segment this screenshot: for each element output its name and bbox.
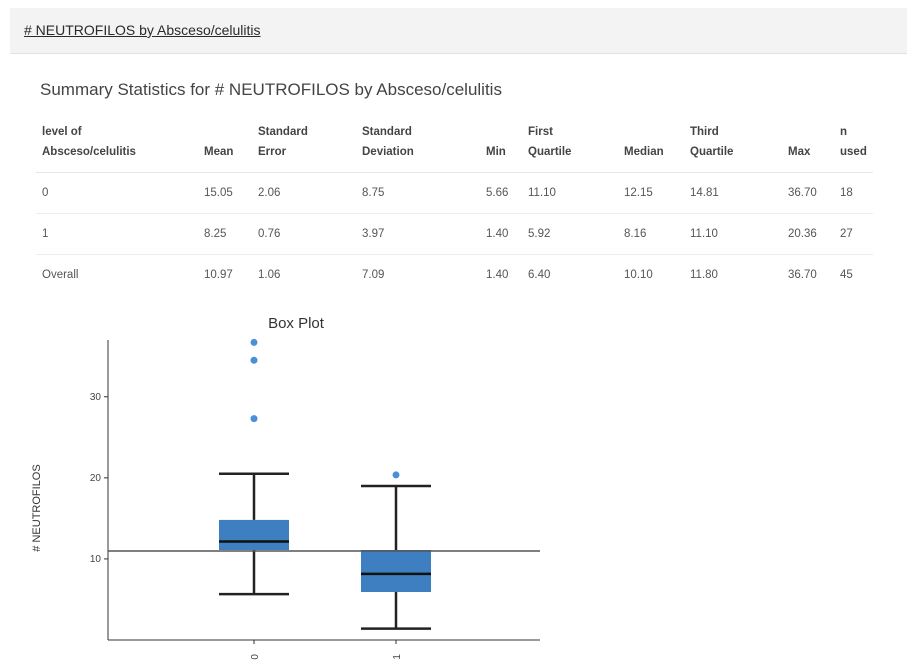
table-cell: 8.75 — [356, 172, 480, 214]
table-cell: 1 — [36, 213, 198, 255]
table-cell: 0 — [36, 172, 198, 214]
table-cell: 1.06 — [258, 269, 281, 281]
table-cell: 8.25 — [198, 213, 252, 255]
table-cell: 1.40 — [480, 213, 522, 255]
table-cell: 36.70 — [782, 172, 834, 214]
table-cell: 27 — [834, 213, 873, 255]
x-tick-label: 0 — [250, 654, 261, 660]
column-header: Standard Deviation — [356, 116, 480, 173]
table-cell: 11.10 — [522, 172, 618, 214]
box — [361, 550, 431, 592]
y-axis-label: # NEUTROFILOS — [31, 464, 43, 551]
column-header: Third Quartile — [684, 116, 782, 173]
table-cell: 5.66 — [480, 172, 522, 214]
column-header: Median — [618, 116, 684, 173]
table-cell: 6.40 — [528, 269, 551, 281]
panel-title-link[interactable]: # NEUTROFILOS by Absceso/celulitis — [24, 22, 261, 38]
outlier-point — [250, 338, 258, 346]
table-cell: 5.92 — [522, 213, 618, 255]
table-cell: 14.81 — [684, 172, 782, 214]
table-cell: Overall — [42, 269, 79, 281]
table-cell: 10.10 — [624, 269, 653, 281]
column-header: Standard Error — [252, 116, 356, 173]
table-cell: 3.97 — [356, 213, 480, 255]
column-header: First Quartile — [522, 116, 618, 173]
outlier-point — [392, 471, 400, 479]
column-header: Min — [480, 116, 522, 173]
table-cell: 11.80 — [690, 269, 718, 281]
table-cell: 1.40 — [486, 269, 509, 281]
table-cell: 36.70 — [788, 269, 817, 281]
panel-header: # NEUTROFILOS by Absceso/celulitis — [10, 8, 907, 54]
column-header: n used — [834, 116, 873, 173]
table-row: 1 8.25 0.76 3.97 1.40 5.92 8.16 11.10 20… — [36, 213, 873, 255]
table-cell: 0.76 — [252, 213, 356, 255]
table-cell: 11.10 — [684, 213, 782, 255]
plot-area: 10 20 30 0 1 — [90, 338, 540, 660]
outlier-point — [250, 415, 258, 423]
table-cell: 2.06 — [252, 172, 356, 214]
table-cell: 10.97 — [204, 269, 233, 281]
y-tick-label: 20 — [90, 473, 102, 484]
y-tick-label: 30 — [90, 392, 102, 403]
table-cell: 15.05 — [198, 172, 252, 214]
summary-statistics-table: level of Absceso/celulitis Mean Standard E… — [36, 116, 873, 295]
table-cell: 8.16 — [618, 213, 684, 255]
column-header: Max — [782, 116, 834, 173]
outlier-point — [250, 356, 258, 364]
box-plot-chart: Box Plot # NEUTROFILOS 10 20 30 0 1 — [31, 315, 540, 660]
y-tick-label: 10 — [90, 554, 102, 565]
table-cell: 20.36 — [782, 213, 834, 255]
box — [219, 519, 289, 550]
table-cell: 18 — [834, 172, 873, 214]
summary-title: Summary Statistics for # NEUTROFILOS by … — [40, 80, 502, 99]
table-header-row: level of Absceso/celulitis Mean Standard E… — [36, 116, 873, 173]
table-row: 0 15.05 2.06 8.75 5.66 11.10 12.15 14.81… — [36, 172, 873, 214]
chart-title: Box Plot — [268, 315, 325, 332]
column-header: Mean — [198, 116, 252, 173]
table-cell: 45 — [840, 269, 853, 281]
table-cell: 12.15 — [618, 172, 684, 214]
table-row: Overall 10.97 1.06 7.09 1.40 6.40 10.10 … — [36, 255, 873, 296]
x-tick-label: 1 — [392, 654, 403, 660]
table-cell: 7.09 — [362, 269, 385, 281]
column-header: level of Absceso/celulitis — [36, 116, 198, 173]
